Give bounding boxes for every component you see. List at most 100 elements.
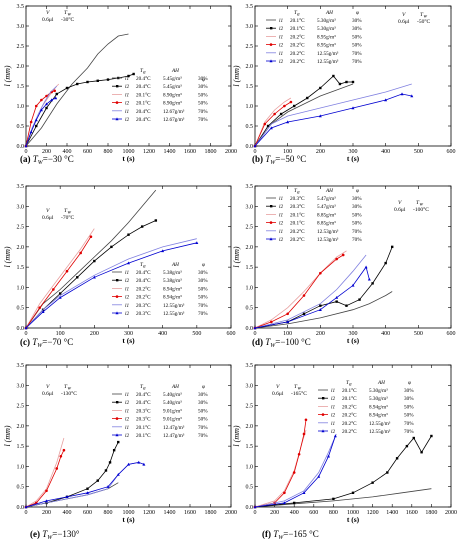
legend-ah-value: 8.90g/m³ xyxy=(163,92,182,98)
data-point xyxy=(338,82,342,86)
y-tick-label: 1.5 xyxy=(17,265,25,271)
legend-phi-value: 70% xyxy=(198,433,208,439)
x-tick-label: 200 xyxy=(90,331,99,337)
series-line-1 xyxy=(254,246,393,329)
legend-swatch-marker xyxy=(269,43,273,46)
data-point xyxy=(293,104,296,108)
data-point xyxy=(335,257,338,261)
data-point xyxy=(65,495,69,499)
legend-ah-value: 9.01g/m³ xyxy=(163,408,182,414)
legend-ah-value: 5.45g/m³ xyxy=(163,84,182,90)
y-tick-label: 0.0 xyxy=(17,505,25,511)
legend-ah-value: 12.55g/m³ xyxy=(317,51,339,57)
data-point xyxy=(319,271,322,275)
data-point xyxy=(154,219,158,222)
legend-ta-value: 20.1°C xyxy=(136,100,151,107)
y-tick-label: 3.0 xyxy=(17,24,25,30)
data-point xyxy=(92,275,96,279)
legend-series-name: l2 xyxy=(125,278,129,284)
x-axis-label: t (s) xyxy=(347,154,360,163)
legend-phi-value: 50% xyxy=(352,34,362,40)
data-point xyxy=(41,310,45,313)
data-point xyxy=(96,79,99,82)
chart-panel-d: 0.0 0.5 1.0 1.5 2.0 2.5 3.0 3.5 0 100 200 300 400 500… xyxy=(232,184,456,349)
cond-temperature: -100°C xyxy=(413,206,429,213)
x-tick-label: 300 xyxy=(349,331,358,337)
x-tick-label: 200 xyxy=(316,149,325,155)
x-tick-label: 400 xyxy=(63,510,72,516)
caption-subscript: W xyxy=(270,160,276,166)
legend-ta-value: 20.1°C xyxy=(136,424,151,431)
y-tick-label: 3.5 xyxy=(246,4,254,10)
legend-ah-value: 5.38g/m³ xyxy=(163,278,182,284)
legend-ta-value: 20.4°C xyxy=(136,277,151,284)
data-point xyxy=(106,78,110,81)
legend-ta-value: 20.1°C xyxy=(342,387,357,394)
cond-t-label: T xyxy=(64,10,68,16)
series-line-4 xyxy=(254,433,337,508)
legend-header-ta: T xyxy=(294,10,298,16)
legend-phi-value: 50% xyxy=(198,286,208,292)
cond-volume: 0.6μl xyxy=(42,215,54,221)
legend-swatch-marker xyxy=(270,27,273,30)
data-point xyxy=(34,104,38,108)
legend-ta-value: 20.2°C xyxy=(290,33,305,40)
data-point xyxy=(319,304,322,307)
legend-ah-value: 12.53g/m³ xyxy=(317,237,339,243)
data-point xyxy=(89,235,93,239)
legend-series-name: l2 xyxy=(279,59,283,65)
x-tick-label: 1800 xyxy=(205,149,217,155)
legend-series-name: l1 xyxy=(279,229,283,235)
caption-value: =−70 °C xyxy=(42,337,73,347)
data-point xyxy=(341,253,345,257)
y-tick-label: 3.5 xyxy=(17,184,25,190)
legend-ta-value: 20.4°C xyxy=(136,269,151,276)
legend-phi-value: 30% xyxy=(352,196,362,202)
x-tick-label: 600 xyxy=(227,331,236,337)
data-point xyxy=(289,100,293,104)
legend-ah-value: 5.45g/m³ xyxy=(163,76,182,82)
legend-ah-value: 8.94g/m³ xyxy=(163,286,182,292)
data-point xyxy=(384,98,388,102)
cond-t-label: T xyxy=(64,384,68,390)
data-point xyxy=(45,489,48,493)
legend-header-ah: AH xyxy=(171,68,179,74)
legend-series-name: l2 xyxy=(125,417,129,423)
data-point xyxy=(117,440,120,444)
cond-volume: 0.6μl xyxy=(272,391,284,397)
x-tick-label: 800 xyxy=(104,149,113,155)
caption-letter: (e) xyxy=(30,529,42,539)
data-point xyxy=(345,80,348,84)
y-tick-label: 1.0 xyxy=(17,104,25,110)
caption-symbol: T xyxy=(265,154,271,164)
caption-subscript: W xyxy=(47,535,53,541)
x-tick-label: 500 xyxy=(414,331,423,337)
x-tick-label: 1200 xyxy=(367,510,379,516)
series-line-5 xyxy=(254,435,336,508)
series-line-0 xyxy=(254,291,393,329)
x-tick-label: 200 xyxy=(316,331,325,337)
legend-ta-value: 20.1°C xyxy=(290,211,305,218)
legend-series-name: l1 xyxy=(125,92,129,98)
plot-frame xyxy=(254,364,452,508)
series-line-4 xyxy=(25,462,139,508)
y-axis-label: l (mm) xyxy=(232,65,241,86)
x-tick-label: 1200 xyxy=(143,149,155,155)
data-point xyxy=(371,481,374,484)
y-tick-label: 3.5 xyxy=(17,363,25,369)
legend-series-name: l1 xyxy=(279,212,283,218)
legend-phi-value: 70% xyxy=(352,59,362,65)
data-point xyxy=(302,312,306,315)
x-tick-label: 100 xyxy=(56,331,65,337)
legend-phi-value: 70% xyxy=(198,303,208,309)
legend-series-name: l1 xyxy=(125,286,129,292)
legend-phi-value: 30% xyxy=(352,18,362,24)
legend-swatch-marker xyxy=(269,237,273,241)
data-point xyxy=(58,295,62,299)
legend-phi-value: 50% xyxy=(352,43,362,49)
legend-ta-value: 20.1°C xyxy=(342,395,357,402)
data-point xyxy=(76,276,79,279)
caption-letter: (d) xyxy=(252,337,265,347)
data-point xyxy=(335,300,338,303)
legend-ah-value: 12.67g/m³ xyxy=(163,117,185,123)
